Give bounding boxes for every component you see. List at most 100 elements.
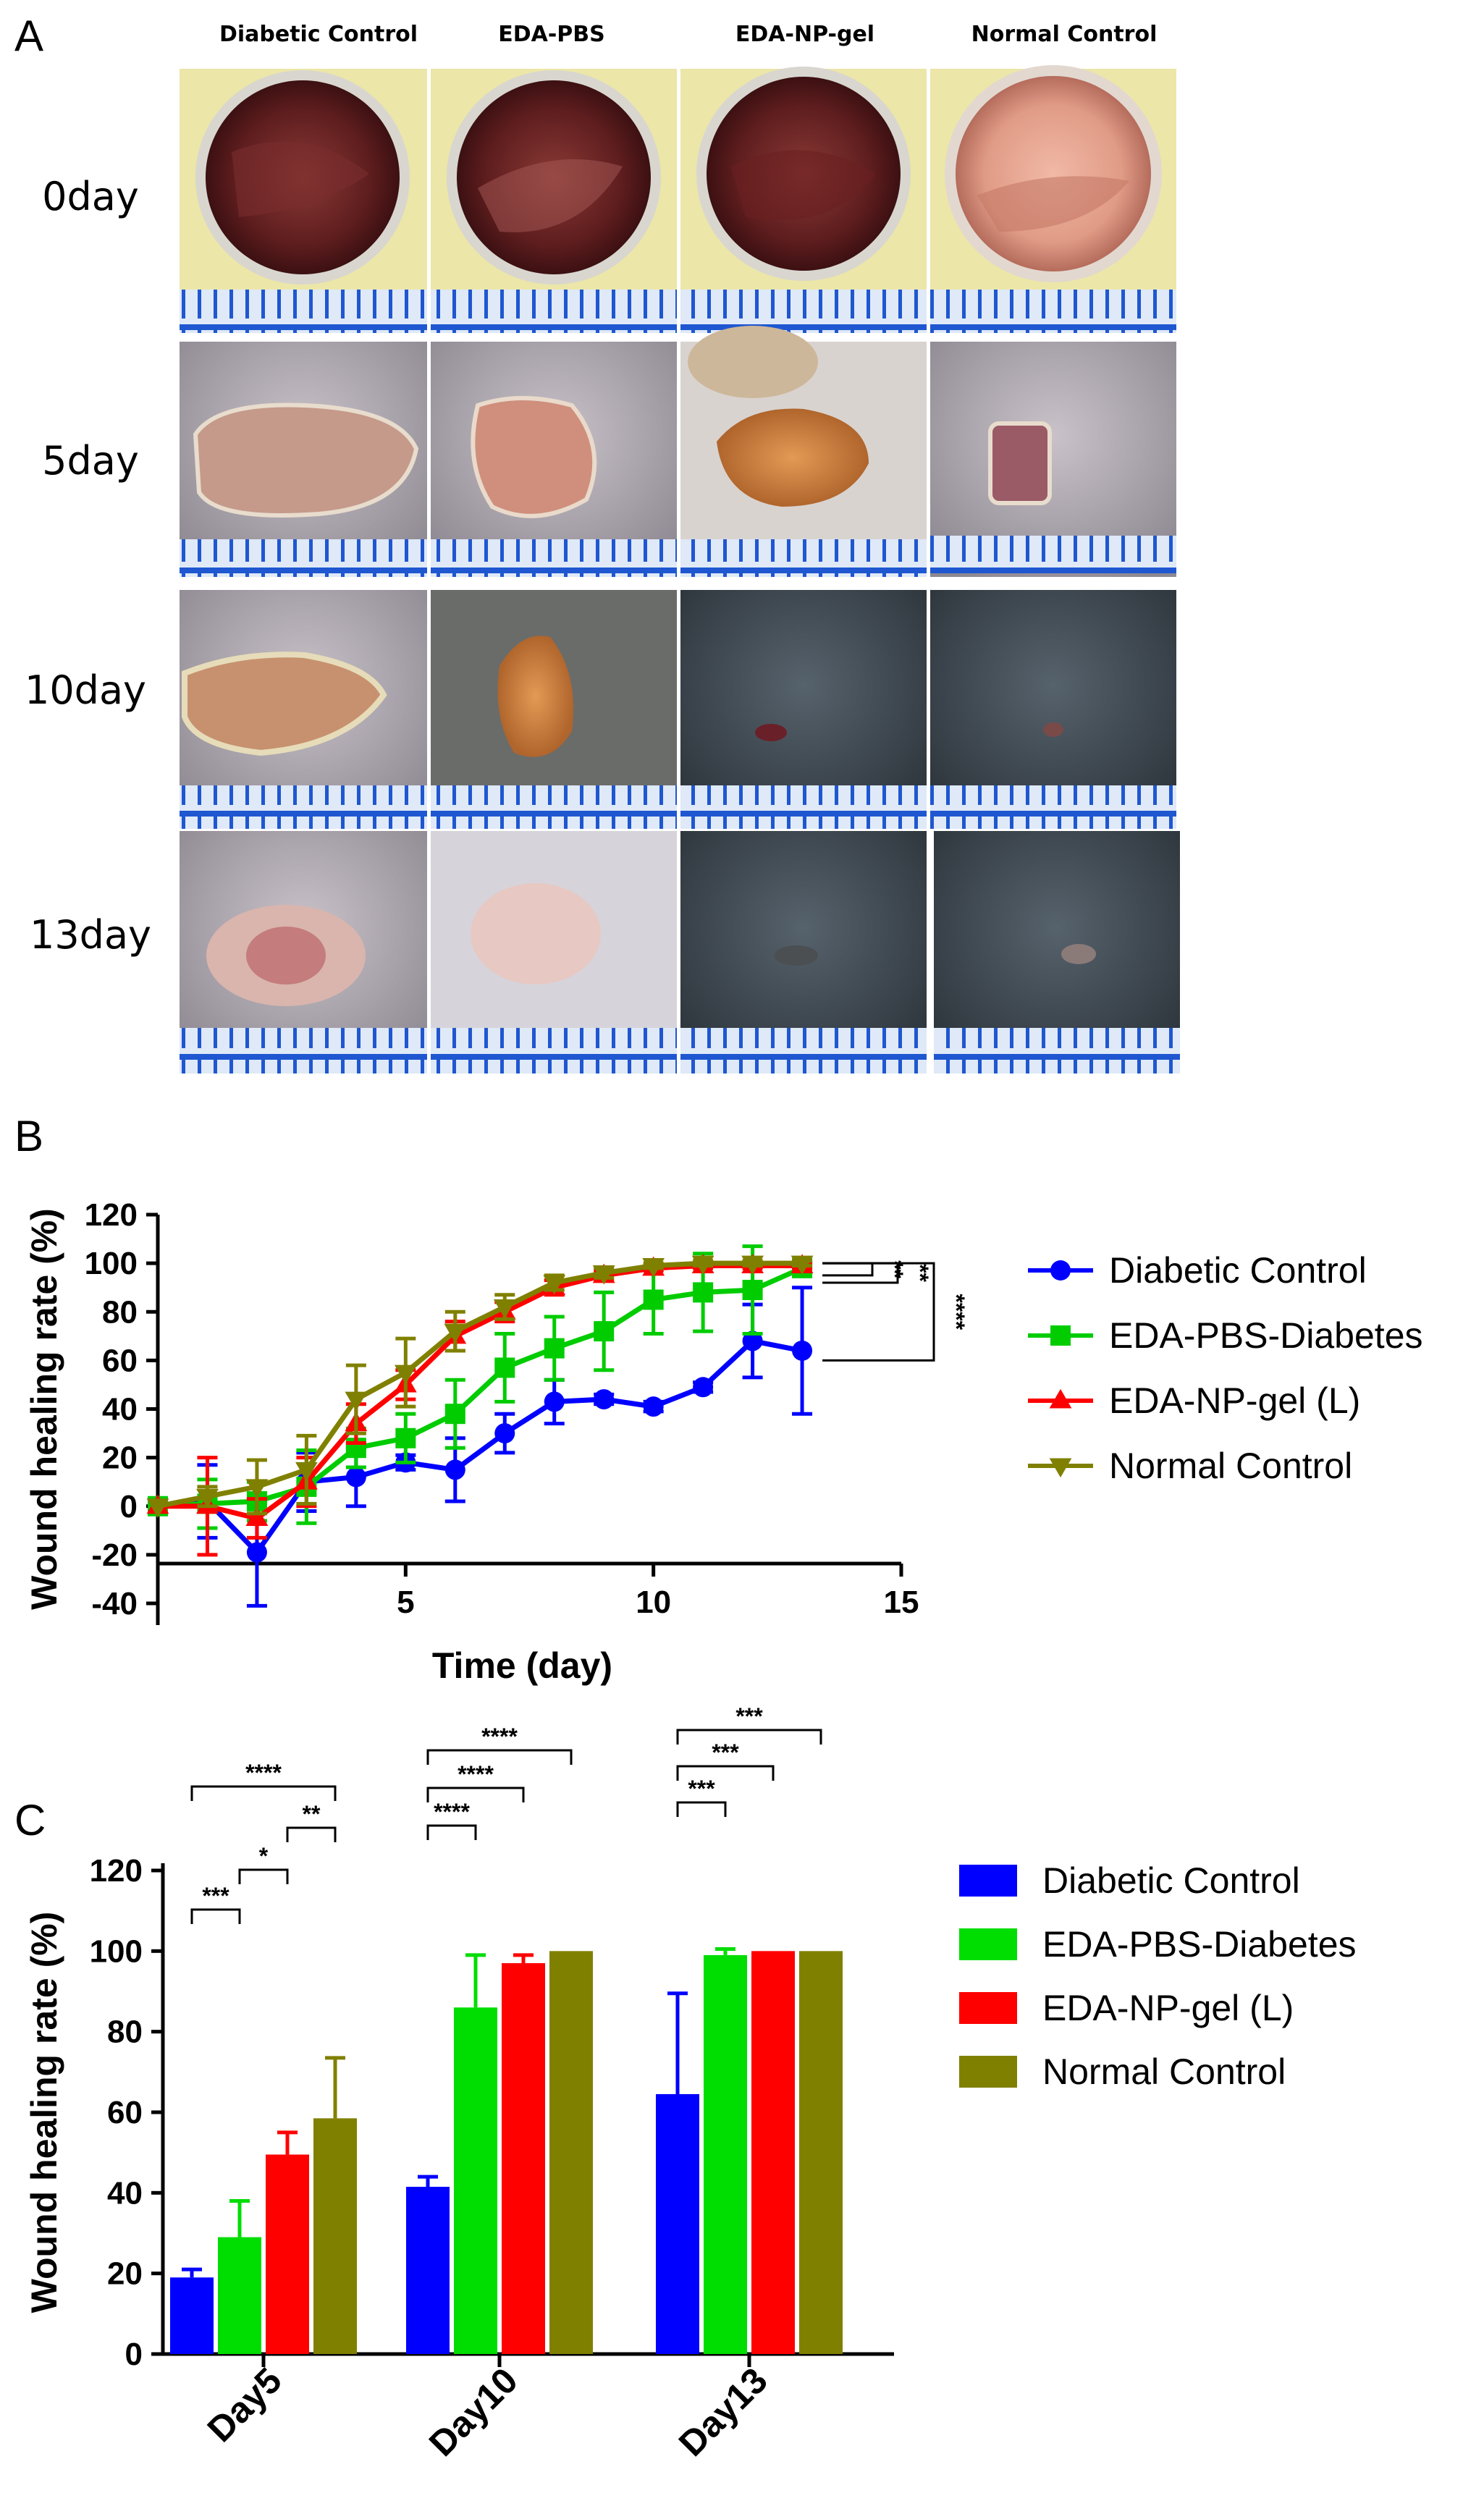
bar [656, 2093, 699, 2354]
significance-bracket-10: *** [676, 1703, 822, 1745]
legend-label: EDA-PBS-Diabetes [1042, 1924, 1357, 1965]
data-point [741, 1255, 764, 1275]
bar [751, 1951, 795, 2354]
bar [218, 2237, 261, 2354]
significance-bracket-line [426, 1787, 525, 1802]
significance-bracket-3: **** [822, 1262, 969, 1362]
y-tick-label: 40 [107, 2175, 143, 2211]
bar [549, 1951, 593, 2354]
significance-bracket-7: **** [426, 1724, 573, 1765]
legend-marker [1049, 1458, 1072, 1478]
legend-label: Normal Control [1109, 1446, 1352, 1486]
significance-bracket-5: **** [426, 1799, 477, 1840]
photo-0day-diabetic-control [180, 69, 427, 333]
panel-letter-a: A [14, 12, 43, 60]
series-normal-control [146, 1255, 814, 1518]
legend-item-eda-np-gel-l: EDA-NP-gel (L) [1028, 1380, 1360, 1421]
legend-b: Diabetic Control EDA-PBS-Diabetes EDA-NP-g… [1028, 1250, 1423, 1486]
legend-label: Diabetic Control [1109, 1250, 1367, 1291]
significance-bracket-line [676, 1801, 727, 1817]
y-tick-label: 0 [125, 2337, 143, 2372]
significance-label: **** [458, 1761, 494, 1787]
series-eda-pbs-diabetes [218, 1947, 747, 2354]
data-point [395, 1427, 416, 1448]
series-eda-np-gel-l [146, 1254, 814, 1557]
photo-13day-eda-pbs [431, 831, 677, 1073]
x-tick-label-day13: Day13 [671, 2360, 775, 2464]
y-tick-label: 0 [120, 1489, 138, 1524]
photo-13day-normal-control [934, 831, 1180, 1073]
x-tick-label-day5: Day5 [200, 2360, 290, 2450]
x-tick-label: 15 [884, 1585, 919, 1620]
significance-bracket-line [286, 1826, 337, 1842]
y-tick-label: 80 [102, 1294, 138, 1330]
series-normal-control [313, 1951, 843, 2354]
significance-label: * [259, 1843, 269, 1869]
bar [704, 1954, 747, 2354]
significance-label: *** [712, 1739, 739, 1766]
data-point [742, 1280, 763, 1301]
bar [406, 2186, 450, 2354]
data-point [594, 1389, 615, 1410]
panel-letter-b: B [14, 1112, 43, 1160]
bar [313, 2118, 357, 2354]
data-point [295, 1461, 318, 1482]
y-tick-label: 60 [102, 1343, 138, 1378]
data-point [543, 1275, 566, 1295]
legend-swatch [959, 1928, 1017, 1960]
significance-bracket-line [190, 1785, 337, 1801]
legend-c: Diabetic Control EDA-PBS-Diabetes EDA-NP-g… [959, 1860, 1357, 2092]
significance-bracket-line [822, 1262, 935, 1362]
bar [502, 1963, 545, 2354]
significance-label: *** [735, 1703, 763, 1729]
y-tick-label: 60 [107, 2095, 143, 2130]
significance-label: ** [907, 1264, 933, 1282]
legend-label: EDA-PBS-Diabetes [1109, 1315, 1423, 1356]
legend-item-eda-np-gel-l: EDA-NP-gel (L) [959, 1988, 1294, 2028]
photo-5day-eda-np-gel [680, 326, 927, 577]
row-header-5day: 5day [42, 438, 139, 484]
photo-grid-row-headers: 0day 5day 10day 13day [25, 174, 151, 958]
data-point [394, 1364, 417, 1385]
data-point [245, 1479, 269, 1498]
y-tick-label: -40 [91, 1586, 138, 1621]
y-tick-label: 100 [85, 1246, 138, 1281]
photo-grid-column-headers: Diabetic Control EDA-PBS EDA-NP-gel Norm… [219, 22, 1157, 47]
legend-item-diabetic-control: Diabetic Control [1028, 1250, 1367, 1291]
y-tick-label: 120 [90, 1853, 143, 1889]
legend-label: Normal Control [1042, 2051, 1286, 2092]
photo-0day-eda-np-gel [680, 67, 927, 333]
legend-item-normal-control: Normal Control [1028, 1446, 1352, 1486]
legend-swatch [959, 2056, 1017, 2088]
photo-13day-diabetic-control [180, 831, 427, 1073]
data-point [592, 1265, 615, 1285]
significance-bracket-8: *** [676, 1776, 727, 1817]
x-tick-label-day10: Day10 [421, 2360, 526, 2464]
data-point [791, 1255, 814, 1275]
bar [799, 1951, 843, 2354]
x-axis-title: Time (day) [432, 1645, 612, 1686]
data-point [245, 1506, 269, 1527]
column-header-eda-np-gel: EDA-NP-gel [735, 22, 874, 47]
significance-bracket-line [238, 1868, 289, 1884]
data-point [693, 1282, 714, 1303]
legend-label: Diabetic Control [1042, 1860, 1300, 1901]
data-point [146, 1498, 169, 1518]
column-header-normal-control: Normal Control [971, 22, 1158, 47]
panel-letter-c: C [14, 1796, 46, 1844]
legend-item-eda-pbs-diabetes: EDA-PBS-Diabetes [959, 1924, 1357, 1965]
data-point [196, 1488, 219, 1509]
data-point [444, 1323, 467, 1344]
significance-label: **** [245, 1760, 282, 1786]
data-point [444, 1404, 465, 1425]
data-point [444, 1459, 465, 1480]
significance-bracket-line [426, 1749, 573, 1765]
significance-bracket-line [822, 1262, 874, 1277]
photo-5day-eda-pbs [431, 342, 677, 577]
significance-label: ** [303, 1801, 321, 1827]
y-tick-label: 80 [107, 2015, 143, 2050]
significance-bracket-2: ** [822, 1262, 933, 1284]
y-tick-label: -20 [91, 1537, 138, 1573]
data-point [643, 1289, 664, 1310]
